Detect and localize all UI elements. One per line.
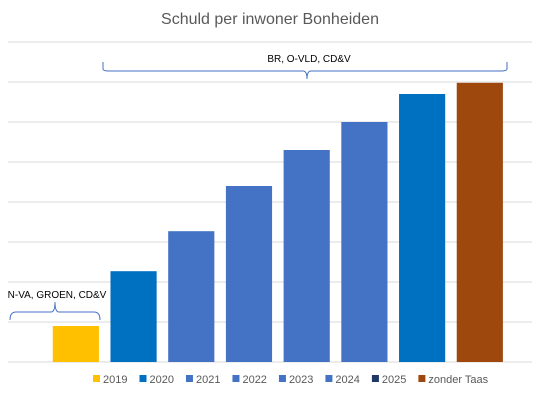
bar-2023 [283, 150, 330, 362]
bar-2022 [225, 186, 273, 362]
legend-swatch [185, 375, 193, 382]
annotation-label-coalition-2019: N-VA, GROEN, CD&V [8, 290, 107, 301]
annotation-bracket-coalition-2020 [102, 62, 508, 80]
legend-label: 2020 [149, 374, 173, 386]
bar-2019 [52, 326, 99, 362]
legend-label: 2022 [242, 374, 266, 386]
legend-swatch [325, 375, 333, 382]
bar-2024 [341, 122, 388, 362]
bar-zonder-taas [456, 82, 503, 363]
bar-2021 [168, 231, 215, 362]
annotations: N-VA, GROEN, CD&V BR, O-VLD, CD&V [8, 54, 508, 321]
legend-label: 2025 [382, 374, 406, 386]
chart-title: Schuld per inwoner Bonheiden [161, 11, 379, 28]
legend-swatch [139, 375, 147, 382]
bar-2025 [399, 94, 446, 362]
legend-label: 2023 [289, 374, 313, 386]
legend-swatch [371, 375, 379, 382]
legend-swatch [93, 375, 100, 382]
bars [52, 82, 503, 363]
legend-label: 2019 [103, 374, 127, 386]
annotation-label-coalition-2020: BR, O-VLD, CD&V [267, 54, 351, 65]
legend-swatch [278, 375, 286, 382]
annotation-bracket-coalition-2019 [9, 301, 101, 321]
legend: 2019 2020 2021 2022 2023 2024 2025 zonder Taas [93, 374, 489, 386]
legend-swatch [232, 375, 240, 382]
legend-swatch [418, 375, 426, 382]
legend-label: 2021 [196, 374, 220, 386]
legend-label: zonder Taas [428, 374, 488, 386]
legend-label: 2024 [335, 374, 359, 386]
bar-2020 [110, 271, 157, 362]
